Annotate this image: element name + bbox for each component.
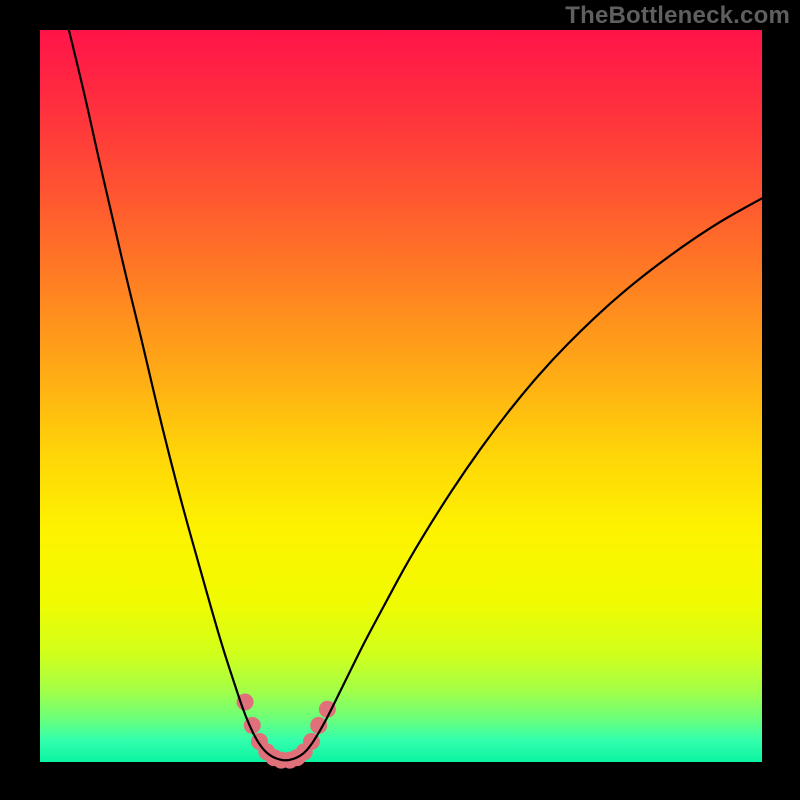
plot-area	[40, 30, 762, 762]
chart-canvas: TheBottleneck.com	[0, 0, 800, 800]
main-curve	[69, 30, 762, 760]
watermark-text: TheBottleneck.com	[565, 2, 790, 30]
curve-layer	[40, 30, 762, 762]
